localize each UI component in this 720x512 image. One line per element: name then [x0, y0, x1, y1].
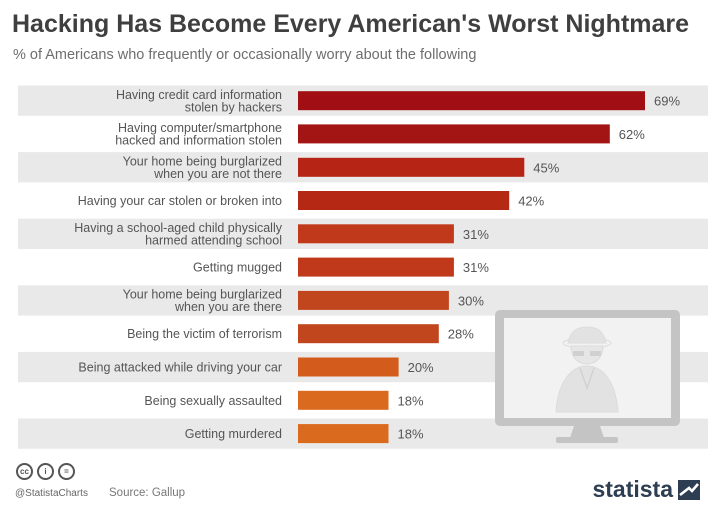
- value-label: 42%: [518, 194, 544, 209]
- value-label: 28%: [448, 327, 474, 342]
- value-label: 62%: [619, 127, 645, 142]
- value-label: 45%: [533, 160, 559, 175]
- value-label: 31%: [463, 260, 489, 275]
- category-labels: Having credit card information stolen by …: [74, 88, 283, 441]
- bar: [298, 124, 610, 144]
- bar: [298, 91, 645, 111]
- value-label: 20%: [408, 360, 434, 375]
- category-label: Being the victim of terrorism: [127, 327, 282, 341]
- value-label: 69%: [654, 94, 680, 109]
- creative-commons-icon: cc: [16, 463, 33, 480]
- monitor-base: [556, 437, 618, 443]
- category-label: Being attacked while driving your car: [78, 361, 282, 375]
- category-label: Having a school-aged child physically har…: [74, 221, 283, 248]
- category-label: Your home being burglarized when you are …: [123, 155, 282, 182]
- brand-wordmark: statista: [592, 476, 673, 502]
- value-label: 18%: [398, 427, 424, 442]
- bar: [298, 157, 525, 177]
- bar: [298, 257, 454, 277]
- chart-title: Hacking Has Become Every American's Wors…: [12, 10, 690, 38]
- bar: [298, 390, 389, 410]
- category-label: Having your car stolen or broken into: [78, 194, 282, 208]
- chart-subtitle: % of Americans who frequently or occasio…: [13, 47, 477, 63]
- value-labels: 69% 62% 45% 42% 31% 31% 30% 28% 20% 18% 18%: [398, 94, 681, 442]
- spy-hacker-icon: [555, 326, 619, 413]
- statista-logo-icon: [678, 479, 700, 500]
- monitor-illustration: [495, 310, 680, 443]
- bar: [298, 357, 399, 377]
- bar-chart: Having credit card information stolen by …: [18, 85, 708, 449]
- bars: [298, 91, 645, 444]
- bar: [298, 224, 454, 244]
- license-icons: cc i =: [16, 463, 75, 480]
- category-label: Getting murdered: [185, 427, 282, 441]
- monitor-neck: [570, 426, 604, 438]
- bar: [298, 324, 439, 344]
- source-note: Source: Gallup: [109, 487, 186, 499]
- bar: [298, 290, 449, 310]
- category-label: Being sexually assaulted: [144, 394, 282, 408]
- category-label: Having computer/smartphone hacked and inf…: [115, 121, 282, 148]
- bar: [298, 424, 389, 444]
- twitter-handle: @StatistaCharts: [15, 488, 88, 499]
- value-label: 31%: [463, 227, 489, 242]
- statista-logo[interactable]: statista: [592, 476, 700, 503]
- attribution-icon: i: [37, 463, 54, 480]
- value-label: 18%: [398, 393, 424, 408]
- bar: [298, 191, 510, 210]
- value-label: 30%: [458, 293, 484, 308]
- category-label: Having credit card information stolen by …: [116, 88, 282, 115]
- category-label: Your home being burglarized when you are …: [123, 288, 282, 315]
- category-label: Getting mugged: [193, 261, 282, 275]
- no-derivatives-icon: =: [58, 463, 75, 480]
